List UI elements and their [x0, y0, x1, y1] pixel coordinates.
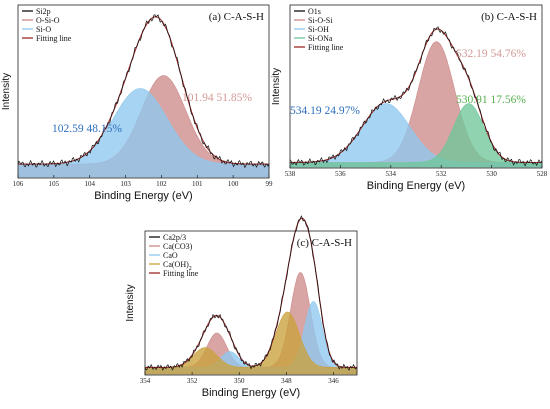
legend-label: Fitting line — [36, 34, 72, 43]
y-axis-label: Intensity — [1, 73, 12, 110]
raw-spectrum — [144, 215, 358, 371]
x-tick-label: 528 — [537, 170, 548, 178]
x-tick-label: 101 — [192, 180, 203, 188]
legend-label: Si-O — [36, 25, 51, 34]
x-tick-label: 346 — [328, 377, 339, 385]
x-tick-label: 536 — [335, 170, 346, 178]
annotation-si-o: 102.59 48.15% — [52, 123, 122, 135]
plot-frame — [17, 4, 270, 179]
x-tick-label: 105 — [49, 180, 60, 188]
raw-spectrum — [289, 26, 543, 167]
panel-a: 106 105 104 103 102 101 100 99 Binding Energy (… — [1, 4, 273, 202]
peak-areas — [144, 272, 358, 375]
legend-label: Si2p — [36, 7, 51, 16]
x-tick-label: 538 — [285, 170, 296, 178]
panel-b: 538 536 534 532 530 528 Binding Energy (eV) I… — [271, 4, 548, 192]
x-tick-label: 104 — [84, 180, 95, 188]
x-axis-label: Binding Energy (eV) — [202, 387, 300, 399]
legend-label: O1s — [308, 7, 321, 16]
annotation-o-si-o: 101.94 51.85% — [182, 92, 252, 104]
x-axis-label: Binding Energy (eV) — [367, 180, 465, 192]
x-tick-label: 534 — [386, 170, 397, 178]
y-axis-label: Intensity — [271, 68, 282, 105]
panel-c: 354 352 350 348 346 Binding Energy (eV) Inte… — [125, 215, 358, 399]
x-ticks: 538 536 534 532 530 528 — [285, 165, 548, 178]
legend-label: Fitting line — [163, 269, 199, 278]
legend-label: Ca(CO3) — [163, 242, 193, 251]
x-ticks: 106 105 104 103 102 101 100 99 — [13, 175, 273, 188]
legend-label: Fitting line — [308, 43, 344, 52]
y-axis-label: Intensity — [125, 284, 136, 321]
legend-label: Si-OH — [308, 25, 329, 34]
legend-label: O-Si-O — [36, 16, 60, 25]
x-tick-label: 348 — [281, 377, 292, 385]
x-ticks: 354 352 350 348 346 — [140, 372, 339, 385]
x-tick-label: 103 — [120, 180, 131, 188]
legend-label: Ca2p/3 — [163, 233, 186, 242]
x-tick-label: 100 — [228, 180, 239, 188]
annotation-si-o-si: 532.19 54.76% — [456, 48, 526, 60]
raw-spectrum — [17, 14, 270, 169]
x-tick-label: 532 — [436, 170, 447, 178]
panel-title: (b) C-A-S-H — [481, 11, 537, 23]
annotation-si-oh: 534.19 24.97% — [290, 105, 360, 117]
x-tick-label: 530 — [486, 170, 497, 178]
x-axis-label: Binding Energy (eV) — [94, 190, 192, 202]
x-tick-label: 354 — [140, 377, 151, 385]
annotation-si-ona: 530.91 17.56% — [456, 94, 526, 106]
legend-label: Si-ONa — [308, 34, 333, 43]
plot-frame — [144, 230, 358, 376]
x-tick-label: 106 — [13, 180, 24, 188]
panel-title: (c) C-A-S-H — [297, 237, 352, 249]
x-tick-label: 352 — [187, 377, 198, 385]
x-tick-label: 99 — [266, 180, 274, 188]
legend-label: Si-O-Si — [308, 16, 333, 25]
x-tick-label: 102 — [156, 180, 167, 188]
x-tick-label: 350 — [234, 377, 245, 385]
plot-frame — [289, 4, 543, 169]
panel-title: (a) C-A-S-H — [209, 11, 264, 23]
legend-label: CaO — [163, 251, 178, 260]
